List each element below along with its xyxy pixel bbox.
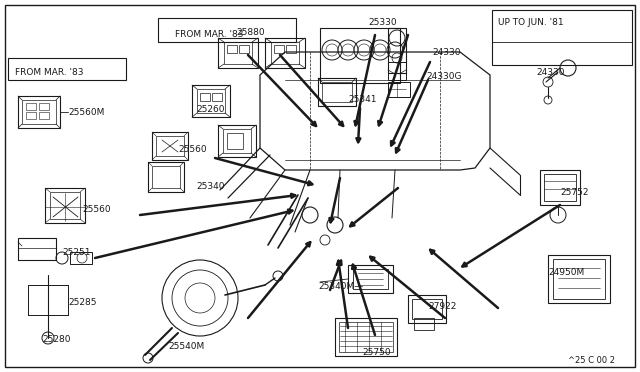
Bar <box>227 133 243 149</box>
Bar <box>200 93 210 101</box>
Bar <box>158 18 296 42</box>
Bar <box>544 174 576 201</box>
Bar <box>271 42 299 64</box>
Bar <box>192 85 230 117</box>
Text: 25340: 25340 <box>196 182 225 191</box>
Text: 25341: 25341 <box>348 95 376 104</box>
Bar <box>412 299 442 319</box>
Bar <box>70 252 92 264</box>
Bar <box>322 82 352 102</box>
Bar <box>408 295 446 323</box>
Bar <box>388 82 410 97</box>
Bar <box>239 45 249 53</box>
Bar <box>197 89 225 113</box>
Bar <box>388 28 406 73</box>
Bar <box>218 38 258 68</box>
Bar <box>18 248 56 260</box>
Bar <box>152 166 180 188</box>
Text: 25260: 25260 <box>196 105 225 114</box>
Text: ^25 C 00 2: ^25 C 00 2 <box>568 356 615 365</box>
Text: 25560: 25560 <box>178 145 207 154</box>
Text: 24950M: 24950M <box>548 268 584 277</box>
Bar <box>18 238 56 260</box>
Bar <box>227 45 237 53</box>
Text: 25251: 25251 <box>62 248 90 257</box>
Text: 25340M—: 25340M— <box>318 282 364 291</box>
Bar <box>212 93 222 101</box>
Bar <box>339 322 393 352</box>
Bar <box>274 45 284 53</box>
Text: 25880: 25880 <box>236 28 264 37</box>
Bar <box>152 132 188 160</box>
Bar <box>39 112 49 119</box>
Bar <box>45 188 85 223</box>
Bar <box>348 265 393 293</box>
Bar <box>286 45 296 53</box>
Bar <box>26 112 36 119</box>
Text: UP TO JUN. '81: UP TO JUN. '81 <box>498 18 564 27</box>
Bar <box>224 42 252 64</box>
Text: 25560M: 25560M <box>68 108 104 117</box>
Text: 25330: 25330 <box>368 18 397 27</box>
Bar <box>18 96 60 128</box>
Bar <box>148 162 184 192</box>
Bar <box>318 78 356 106</box>
Bar <box>492 10 632 65</box>
Text: 25752: 25752 <box>560 188 589 197</box>
Text: 25750: 25750 <box>362 348 390 357</box>
Bar <box>8 58 126 80</box>
Text: 25560: 25560 <box>82 205 111 214</box>
Bar <box>353 269 388 289</box>
Bar <box>218 125 256 157</box>
Bar <box>22 100 56 124</box>
Bar <box>50 192 80 219</box>
Bar <box>414 318 434 330</box>
Bar <box>39 103 49 110</box>
Bar <box>335 318 397 356</box>
Bar <box>223 129 251 153</box>
Bar <box>553 259 605 299</box>
Bar <box>26 103 36 110</box>
Text: FROM MAR. '83: FROM MAR. '83 <box>15 68 83 77</box>
Text: 24330: 24330 <box>536 68 564 77</box>
Bar <box>265 38 305 68</box>
Text: FROM MAR. '83: FROM MAR. '83 <box>175 30 243 39</box>
Text: 24330G: 24330G <box>426 72 461 81</box>
Text: 25540M: 25540M <box>168 342 204 351</box>
Bar <box>320 28 400 83</box>
Bar <box>388 62 406 80</box>
Text: 25280: 25280 <box>42 335 70 344</box>
Text: 24330: 24330 <box>432 48 461 57</box>
Bar <box>156 136 184 156</box>
Bar <box>540 170 580 205</box>
Text: 25285: 25285 <box>68 298 97 307</box>
Bar <box>548 255 610 303</box>
Text: 27922: 27922 <box>428 302 456 311</box>
